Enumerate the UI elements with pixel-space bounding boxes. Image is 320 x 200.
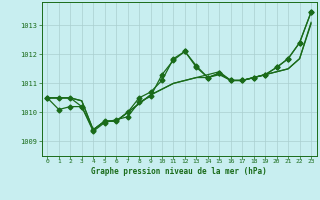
X-axis label: Graphe pression niveau de la mer (hPa): Graphe pression niveau de la mer (hPa) bbox=[91, 167, 267, 176]
